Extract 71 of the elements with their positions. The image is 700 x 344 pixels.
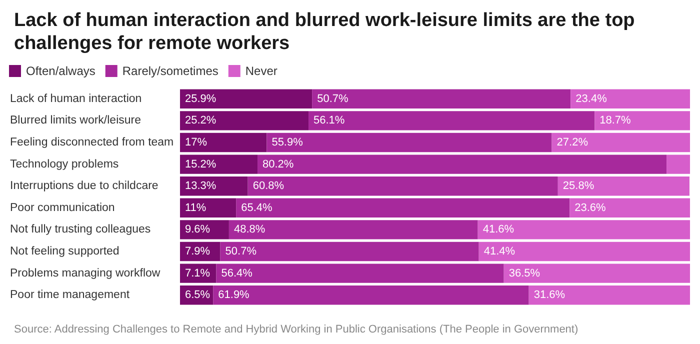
data-label: 18.7% — [600, 114, 632, 127]
data-label: 48.8% — [234, 224, 266, 236]
bar — [180, 132, 267, 152]
bar — [248, 176, 558, 196]
data-label: 80.2% — [262, 158, 294, 170]
data-label: 55.9% — [272, 136, 304, 148]
chart-title: Lack of human interaction and blurred work-leisure limits are the top challenges for remote workers — [14, 10, 640, 54]
data-label: 56.1% — [314, 114, 345, 127]
bar — [570, 89, 690, 108]
y-tick-label: Blurred limits work/leisure — [10, 114, 142, 127]
bar — [504, 264, 690, 283]
data-label: 7.9% — [185, 246, 210, 258]
bar — [180, 176, 248, 196]
y-tick-label: Poor time management — [10, 289, 130, 302]
bar — [180, 198, 236, 218]
bar — [558, 176, 690, 196]
data-label: 17% — [185, 136, 208, 148]
bar — [312, 89, 571, 108]
y-tick-label: Technology problems — [10, 158, 119, 170]
bar — [236, 198, 570, 218]
data-label: 61.9% — [218, 289, 250, 302]
data-label: 27.2% — [556, 136, 588, 148]
bar — [266, 132, 552, 152]
data-label: 7.1% — [185, 267, 210, 280]
data-label: 11% — [185, 202, 206, 214]
y-tick-label: Interruptions due to childcare — [10, 180, 158, 192]
data-label: 31.6% — [534, 289, 566, 302]
data-label: 15.2% — [185, 158, 216, 170]
bar — [666, 154, 690, 174]
data-label: 36.5% — [508, 267, 540, 280]
bar — [594, 111, 690, 130]
data-label: 60.8% — [252, 180, 284, 192]
data-label: 25.2% — [185, 114, 216, 127]
legend-label: Often/always — [26, 64, 96, 78]
data-label: 23.4% — [576, 92, 608, 105]
y-tick-label: Lack of human interaction — [10, 92, 142, 105]
y-tick-label: Problems managing workflow — [10, 267, 161, 280]
data-label: 9.6% — [185, 224, 210, 236]
data-label: 13.3% — [185, 180, 216, 192]
data-label: 56.4% — [221, 267, 253, 280]
data-label: 41.4% — [484, 246, 516, 258]
bar — [228, 220, 478, 240]
bar — [528, 286, 690, 305]
bar — [308, 111, 595, 130]
source-note: Source: Addressing Challenges to Remote and Hybrid Working in Public Organisations (The People in Government) — [14, 324, 578, 336]
y-tick-label: Poor communication — [10, 202, 115, 214]
y-tick-label: Not fully trusting colleagues — [10, 224, 151, 236]
bar — [552, 132, 690, 152]
bar — [220, 242, 479, 262]
bar — [478, 242, 690, 262]
data-label: 41.6% — [482, 224, 514, 236]
bar — [213, 286, 529, 305]
data-label: 6.5% — [185, 289, 210, 302]
bar — [258, 154, 667, 174]
y-tick-label: Feeling disconnected from team — [10, 136, 174, 148]
bar — [478, 220, 690, 240]
data-label: 25.9% — [185, 92, 216, 105]
data-label: 65.4% — [241, 202, 273, 214]
bar — [180, 220, 229, 240]
data-label: 50.7% — [317, 92, 348, 105]
bar — [180, 89, 312, 108]
bar — [216, 264, 504, 283]
data-label: 50.7% — [225, 246, 257, 258]
data-label: 25.8% — [562, 180, 594, 192]
legend-label: Rarely/sometimes — [122, 64, 218, 78]
legend-label: Never — [245, 64, 278, 78]
bar — [570, 198, 690, 218]
bar — [180, 154, 258, 174]
bar — [180, 111, 309, 130]
y-tick-label: Not feeling supported — [10, 246, 120, 258]
data-label: 23.6% — [574, 202, 606, 214]
